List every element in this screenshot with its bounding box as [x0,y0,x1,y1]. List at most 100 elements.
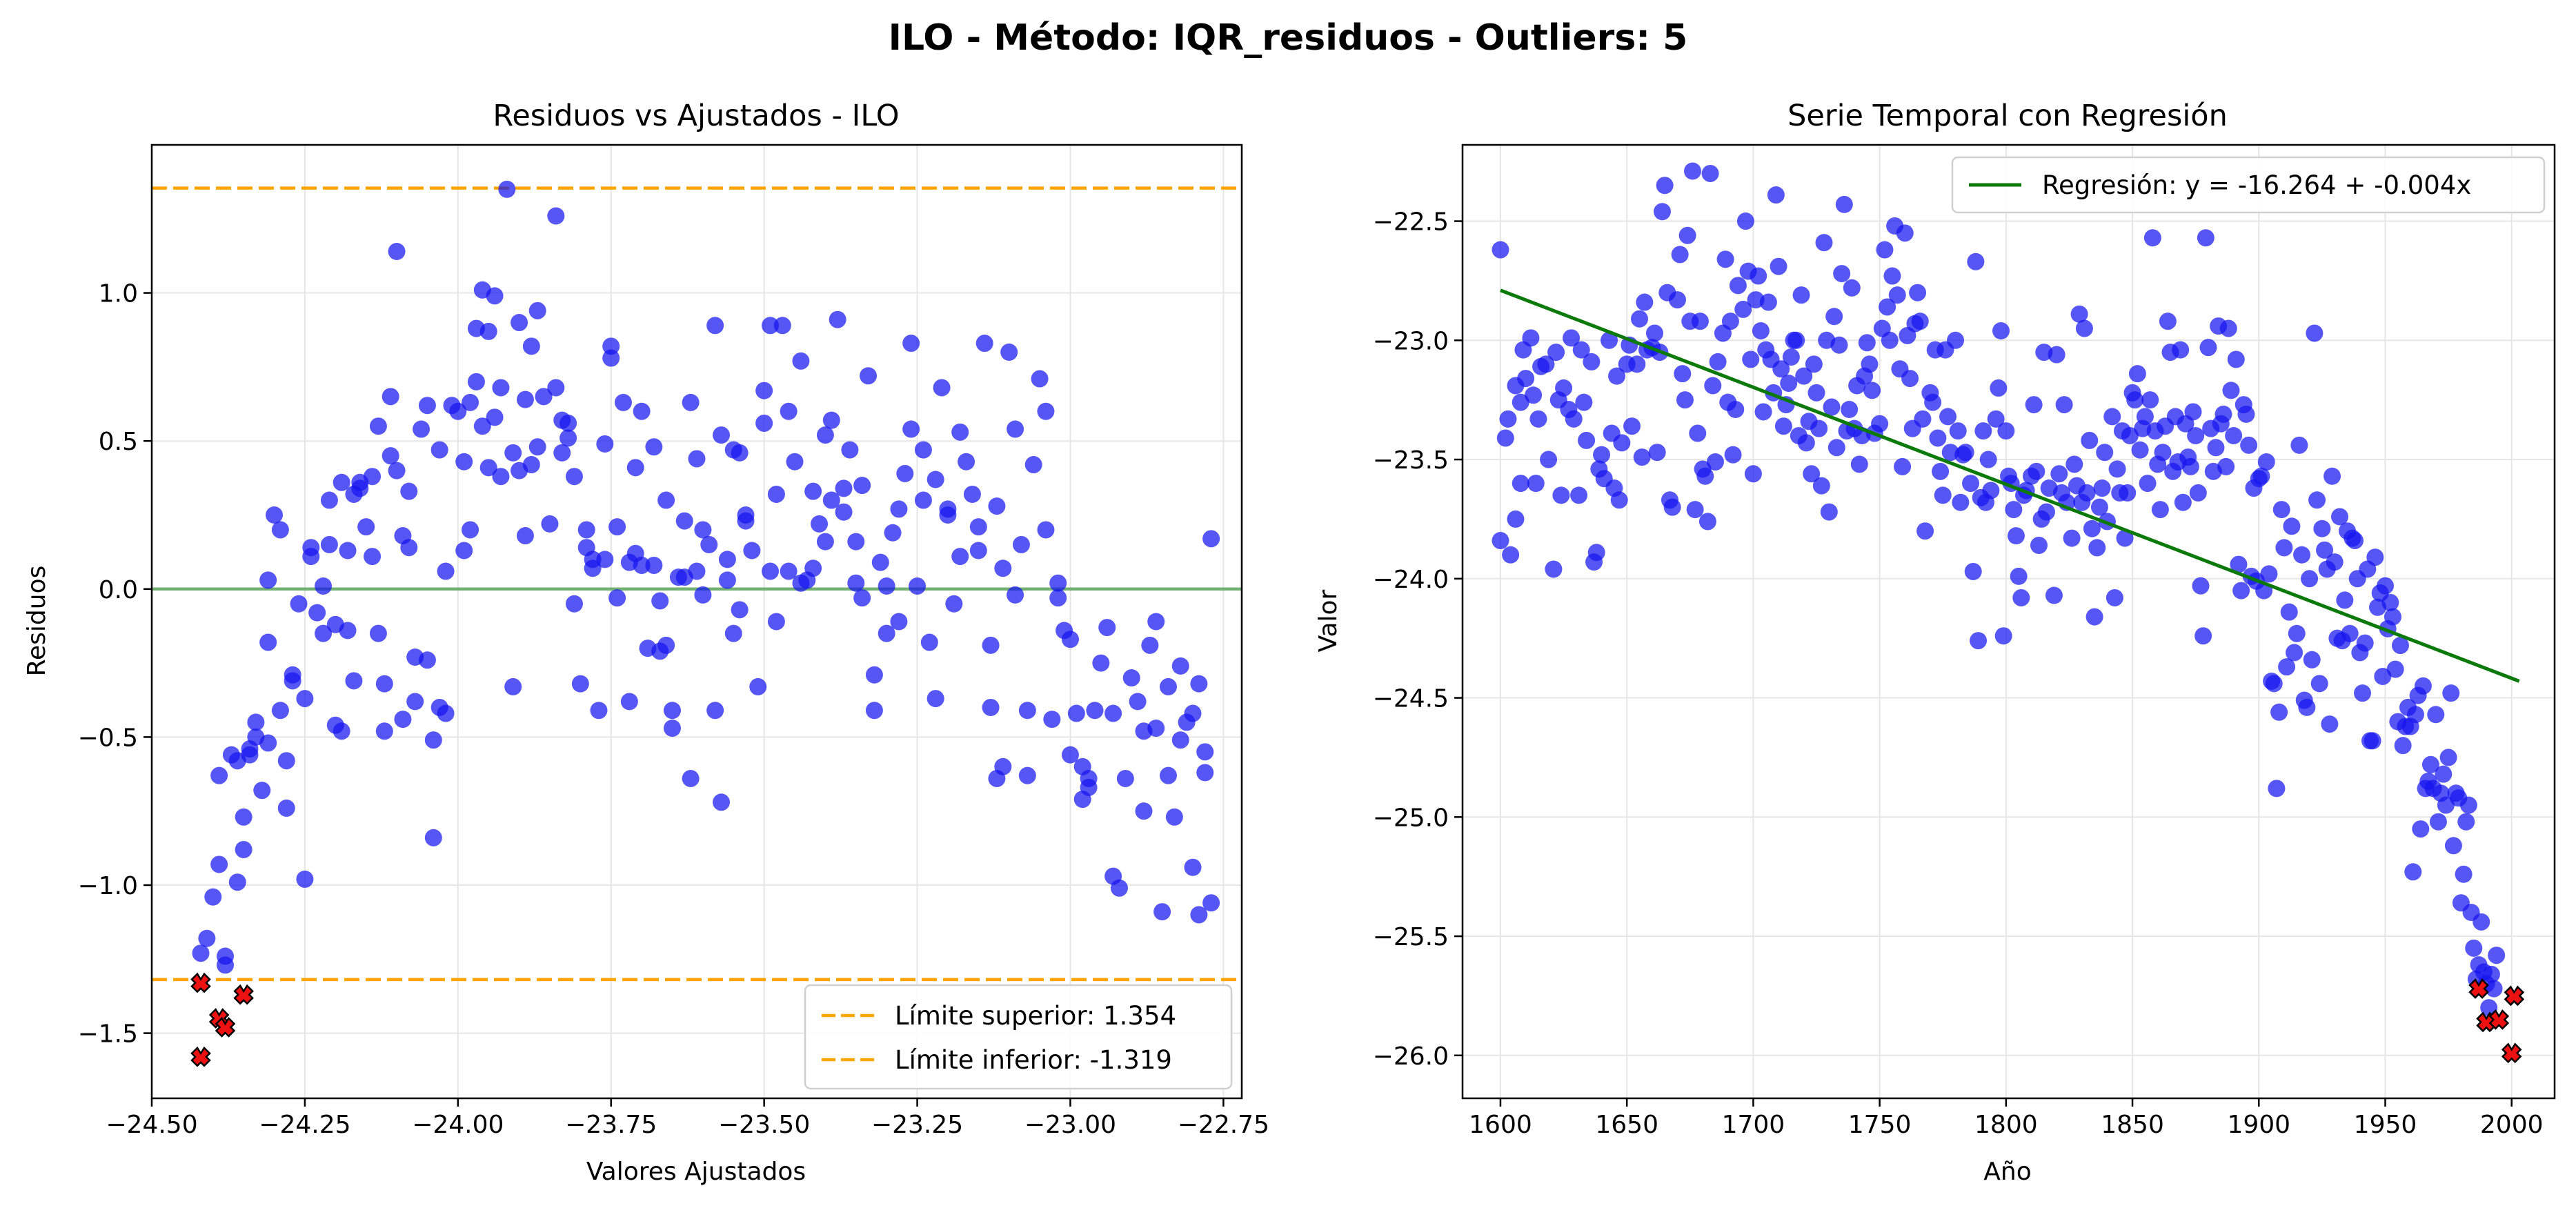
time-series-data-point [2070,305,2088,323]
residuals-data-point [504,677,522,695]
time-series-data-point [2103,408,2121,426]
time-series-data-point [1529,410,1547,428]
residuals-data-point [528,301,546,319]
residuals-data-point [1098,619,1116,637]
residuals-data-point [804,482,822,500]
residuals-data-point [1135,802,1153,820]
residuals-data-point [369,624,387,642]
time-series-data-point [2270,703,2288,721]
residuals-data-point [951,423,969,441]
residuals-data-point [682,769,700,787]
residuals-data-point [1171,731,1189,749]
residuals-data-point [375,675,393,693]
residuals-data-point [290,595,308,613]
residuals-data-point [1007,420,1024,438]
time-series-data-point [2268,780,2286,798]
residuals-data-point [865,666,883,684]
residuals-data-point [1061,746,1079,764]
residuals-x-tick-label: −23.75 [565,1111,657,1139]
residuals-data-point [492,379,510,397]
residuals-data-point [718,571,736,589]
time-series-data-point [2227,350,2245,368]
time-series-data-point [1587,544,1605,562]
time-series-data-point [2308,491,2326,509]
residuals-data-point [731,444,749,462]
residuals-data-point [1196,764,1214,782]
residuals-data-point [1037,521,1055,539]
time-series-data-point [1850,455,1868,473]
time-series-data-point [2184,403,2202,421]
time-series-data-point [1909,284,1927,301]
residuals-data-point [688,562,706,580]
residuals-data-point [504,444,522,462]
time-series-data-point [1537,355,1555,373]
residuals-data-point [528,438,546,456]
time-series-data-point [2336,591,2354,609]
time-series-data-point [2260,565,2278,583]
time-series-data-point [1512,393,1529,411]
time-series-data-point [1979,450,1997,468]
time-series-y-tick-label: −24.5 [1373,685,1449,713]
residuals-data-point [217,947,235,965]
residuals-data-point [302,548,320,566]
time-series-data-point [1795,367,1813,385]
time-series-data-point [2306,324,2324,342]
residuals-data-point [700,535,718,553]
time-series-data-point [1843,279,1861,297]
residuals-data-point [204,888,222,906]
time-series-data-point [1572,341,1590,359]
time-series-data-point [2187,427,2205,445]
residuals-data-point [565,468,583,486]
residuals-data-point [645,438,663,456]
residuals-legend-label: Límite inferior: -1.319 [895,1045,1172,1075]
time-series-data-point [1914,410,1932,428]
time-series-data-point [2121,427,2139,445]
time-series-data-point [2384,608,2401,626]
time-series-data-point [2108,460,2126,478]
time-series-data-point [1729,277,1747,295]
residuals-data-point [835,503,853,521]
time-series-y-tick-label: −23.5 [1373,446,1449,475]
residuals-data-point [663,702,681,720]
residuals-data-point [1000,343,1018,361]
residuals-data-point [663,720,681,737]
time-series-data-point [1987,410,2005,428]
residuals-outlier-marker [215,1016,236,1038]
residuals-data-point [755,414,773,432]
time-series-x-tick-label: 2000 [2480,1111,2544,1139]
residuals-data-point [958,453,975,471]
time-series-data-point [2346,532,2364,550]
time-series-data-point [1932,462,1950,480]
residuals-data-point [430,441,448,459]
time-series-data-point [1947,331,1965,349]
time-series-data-point [2131,441,2149,459]
residuals-data-point [1122,669,1140,687]
time-series-plot-title: Serie Temporal con Regresión [1787,99,2228,133]
time-series-data-point [2354,684,2372,702]
time-series-data-point [2364,732,2381,750]
residuals-data-point [1129,693,1147,711]
time-series-data-point [2459,796,2477,814]
residuals-data-point [596,551,614,568]
residuals-data-point [878,577,895,595]
residuals-data-point [994,758,1012,775]
residuals-data-point [860,367,878,385]
residuals-data-point [418,651,436,669]
residuals-outlier-marker [190,1046,211,1067]
time-series-legend: Regresión: y = -16.264 + -0.004x [1951,156,2546,214]
residuals-data-point [1080,769,1098,787]
time-series-data-point [1683,162,1701,180]
residuals-data-point [816,533,834,551]
time-series-data-point [1608,367,1626,385]
residuals-legend: Límite superior: 1.354 Límite inferior: -… [804,984,1233,1090]
residuals-data-point [847,574,865,592]
time-series-data-point [2374,667,2392,685]
residuals-data-point [816,426,834,444]
residuals-data-point [963,485,981,503]
residuals-data-point [608,518,626,536]
residuals-data-point [369,417,387,435]
residuals-data-point [535,388,553,406]
time-series-data-point [1628,355,1646,373]
residuals-data-point [210,766,228,784]
time-series-data-point [2012,588,2030,606]
